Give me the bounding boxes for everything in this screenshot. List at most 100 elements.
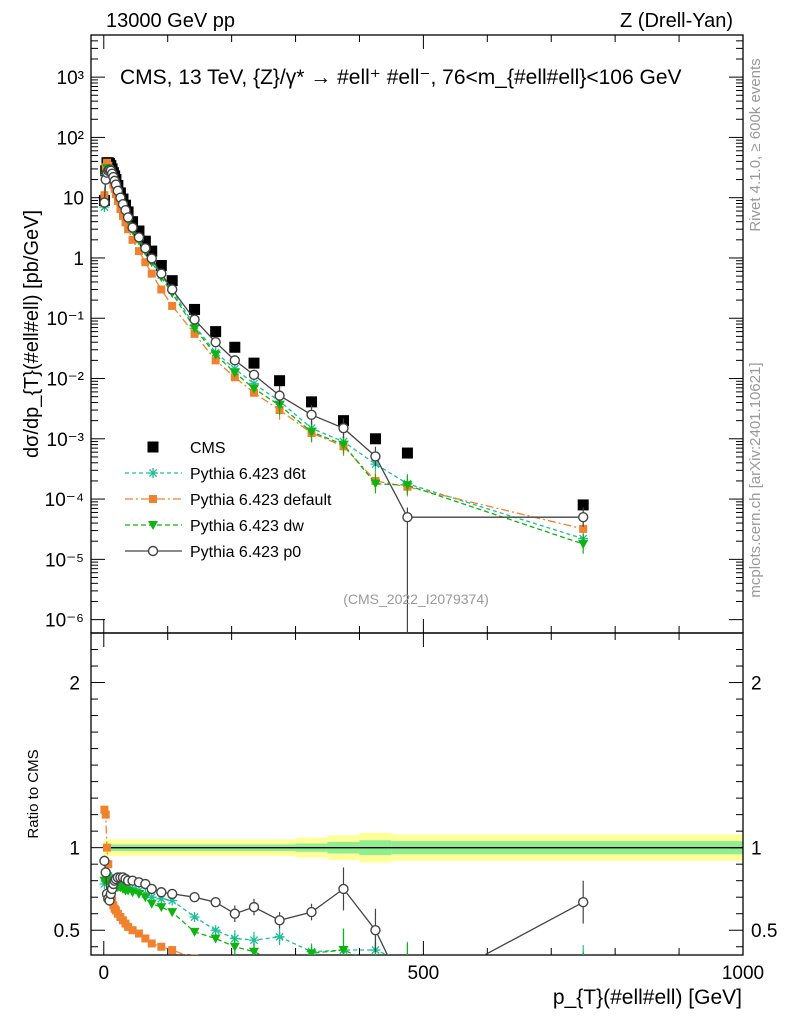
ratio-series-marker [166, 888, 178, 900]
legend-marker [147, 545, 159, 557]
series-marker [140, 243, 151, 254]
series-marker [147, 269, 156, 278]
y-tick-label: 10 [63, 189, 84, 210]
series-marker [274, 401, 285, 411]
series-marker [248, 369, 260, 381]
ratio-series-marker [156, 903, 167, 913]
series-marker [229, 355, 241, 366]
y-tick-label: 10⁻⁵ [45, 550, 84, 571]
cms-data-point [166, 275, 178, 287]
ratio-series-marker [100, 805, 109, 814]
ratio-series-marker [190, 954, 199, 955]
series-marker [274, 390, 285, 401]
ratio-y-tick-label-right: 0.5 [751, 921, 777, 942]
x-tick-label: 0 [98, 963, 109, 984]
y-tick-label: 10⁻⁶ [45, 611, 84, 632]
ratio-series-marker [229, 942, 240, 952]
ratio-series-marker [140, 893, 151, 903]
series-marker [579, 524, 588, 533]
series-marker [121, 218, 130, 227]
y-tick-label: 10⁻⁴ [45, 490, 84, 511]
series-marker [249, 384, 259, 394]
header-left-label: 13000 GeV pp [106, 10, 235, 32]
analysis-watermark: (CMS_2022_I2079374) [343, 591, 489, 607]
series-marker [157, 285, 166, 294]
cms-data-point [139, 235, 151, 247]
header-right-label: Z (Drell-Yan) [620, 10, 733, 32]
cms-data-point [189, 303, 201, 315]
series-marker [122, 212, 134, 223]
y-tick-label: 10⁻¹ [47, 309, 85, 330]
ratio-series-marker [156, 893, 167, 904]
series-marker [249, 378, 259, 389]
series-marker [118, 211, 127, 220]
cms-data-point [369, 433, 381, 445]
series-marker [210, 337, 221, 348]
series-marker [116, 204, 125, 213]
ratio-series-marker [229, 908, 241, 919]
ratio-series-marker [338, 883, 349, 895]
cms-data-point [306, 396, 318, 408]
ratio-series-layer [99, 805, 589, 955]
ratio-series-marker [306, 949, 317, 955]
series-marker [211, 356, 220, 365]
series-marker [210, 350, 221, 360]
series-marker [306, 427, 317, 437]
ratio-series-marker [577, 896, 589, 908]
ratio-series-marker [133, 889, 144, 899]
legend-label: CMS [190, 440, 226, 457]
ratio-axes: 0.5 0.5 1 1 2 2 0 500 1000 [54, 632, 777, 984]
x-axis-label: p_{T}(#ell#ell) [GeV] [553, 986, 742, 1009]
y-tick-label: 10² [57, 128, 84, 149]
ratio-series-marker [249, 935, 259, 946]
ratio-series-marker [146, 883, 157, 895]
ratio-series-marker [146, 892, 157, 903]
cms-data-point [577, 499, 589, 511]
y-tick-label: 1 [73, 249, 84, 270]
rivet-version-label: Rivet 4.1.0, ≥ 600k events [747, 58, 764, 231]
legend: CMS Pythia 6.423 d6t Pythia 6.423 default P… [125, 440, 332, 561]
ratio-y-tick-label: 0.5 [54, 921, 80, 942]
series-marker [127, 222, 138, 233]
ratio-panel-frame [90, 632, 744, 956]
series-marker [156, 268, 167, 279]
x-tick-label: 1000 [722, 963, 764, 984]
ratio-series-marker [274, 915, 285, 926]
ratio-series-marker [99, 855, 110, 867]
cms-data-point [401, 447, 413, 459]
series-marker [577, 512, 589, 523]
legend-marker [148, 468, 158, 478]
series-marker [99, 197, 110, 208]
ratio-series-marker [124, 922, 133, 931]
ratio-y-tick-label: 2 [69, 674, 80, 695]
ratio-series-marker [168, 946, 177, 955]
cms-data-point [133, 225, 145, 237]
ratio-y-tick-label-right: 2 [751, 674, 762, 695]
legend-label: Pythia 6.423 p0 [190, 544, 301, 561]
series-marker [578, 539, 589, 549]
ratio-series-marker [189, 912, 200, 923]
series-marker [402, 481, 413, 491]
ratio-series-marker [157, 942, 166, 951]
y-axis-label: dσ/dp_{T}(#ell#ell) [pb/GeV] [21, 210, 43, 458]
ratio-series-marker [146, 899, 157, 909]
cms-data-point [127, 216, 139, 228]
mcplots-reference-label: mcplots.cern.ch [arXiv:2401.10621] [747, 362, 764, 597]
y-tick-label: 10⁻³ [47, 430, 85, 451]
series-marker [370, 451, 381, 462]
cms-data-point [274, 375, 286, 387]
ratio-series-marker [100, 867, 111, 878]
series-marker [338, 422, 349, 434]
ratio-series-marker [248, 901, 260, 913]
ratio-series-marker [128, 926, 137, 935]
ratio-series-marker [167, 908, 178, 918]
series-marker [190, 329, 199, 338]
series-marker [134, 247, 143, 256]
ratio-series-marker [249, 947, 259, 955]
series-marker [168, 301, 177, 310]
ratio-series-marker [134, 929, 143, 938]
ratio-series-marker [306, 906, 317, 918]
series-marker [128, 235, 137, 244]
